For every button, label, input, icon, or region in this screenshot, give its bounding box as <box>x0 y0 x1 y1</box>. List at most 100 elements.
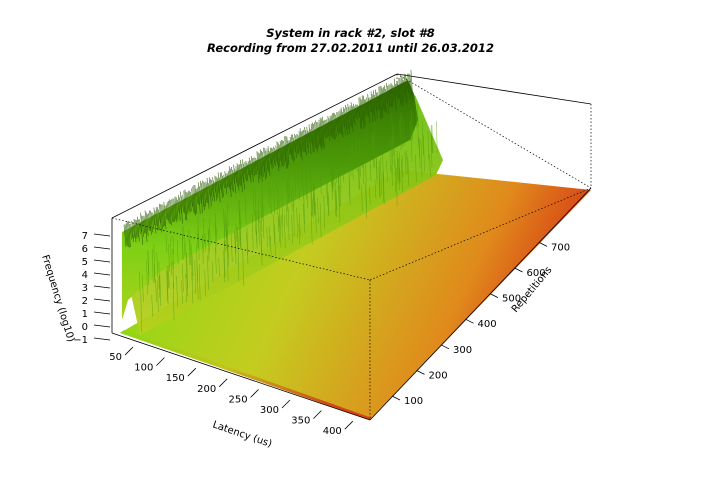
ridge-stroke <box>324 120 327 139</box>
slope-stroke <box>202 234 204 253</box>
ridge-stroke <box>216 177 220 194</box>
slope-stroke <box>273 189 275 215</box>
y-axis-tick-label: 300 <box>453 345 472 356</box>
slope-stroke <box>198 264 201 301</box>
slope-stroke <box>427 131 430 160</box>
ridge-stroke <box>146 214 150 231</box>
ridge-stroke <box>249 160 253 176</box>
ridge-stroke <box>379 86 383 119</box>
ridge-stroke <box>372 90 376 122</box>
ridge-stroke <box>151 212 155 228</box>
ridge-stroke <box>393 78 397 111</box>
slope-stroke <box>239 200 241 225</box>
x-axis-tick-label: 50 <box>109 352 122 363</box>
ridge-stroke <box>129 223 132 240</box>
ridge-stroke <box>244 161 248 182</box>
z-axis-tick <box>93 324 111 328</box>
ridge-stroke <box>358 97 362 129</box>
ridge-stroke <box>206 177 210 209</box>
slope-stroke <box>339 159 342 193</box>
ridge-stroke <box>272 148 275 164</box>
ridge-stroke <box>210 179 213 201</box>
slope-stroke <box>348 176 351 206</box>
slope-stroke <box>239 220 242 250</box>
slope-stroke <box>278 190 281 227</box>
slope-stroke <box>342 159 345 183</box>
slope-stroke <box>204 270 206 297</box>
ridge-stroke <box>276 141 280 172</box>
ridge-stroke <box>395 83 398 99</box>
slope-stroke <box>398 158 400 191</box>
slope-stroke <box>386 161 388 181</box>
ridge-stroke <box>247 160 251 178</box>
slope-stroke <box>251 214 254 250</box>
ridge-stroke <box>238 164 242 186</box>
slope-stroke <box>317 197 319 223</box>
x-axis-tick-label: 250 <box>229 394 248 405</box>
slope-stroke <box>355 135 358 172</box>
z-axis-tick-label: 2 <box>82 296 88 307</box>
slope-stroke <box>151 295 154 317</box>
slope-stroke <box>254 187 257 216</box>
ridge-stroke <box>123 224 127 247</box>
slope-stroke <box>362 140 364 168</box>
ridge-stroke <box>295 135 299 154</box>
ridge-stroke <box>381 88 385 111</box>
ridge-stroke <box>334 113 337 137</box>
ridge-stroke <box>350 102 354 133</box>
ridge-stroke <box>273 146 276 166</box>
slope-stroke <box>223 240 226 278</box>
slope-stroke <box>423 134 425 172</box>
slope-stroke <box>313 195 315 216</box>
slope-stroke <box>361 185 363 211</box>
z-axis-tick-label: 7 <box>82 231 88 242</box>
slope-stroke <box>401 112 403 148</box>
slope-stroke <box>261 179 263 202</box>
ridge-stroke <box>335 114 338 132</box>
ridge-stroke <box>270 147 274 168</box>
ridge-stroke <box>176 199 180 213</box>
slope-stroke <box>296 207 298 238</box>
x-axis-tick <box>187 367 197 377</box>
ridge-stroke <box>218 177 222 191</box>
ridge-stroke <box>329 115 333 138</box>
z-axis-tick-label: 4 <box>82 270 88 281</box>
slope-stroke <box>380 158 382 195</box>
ridge-stroke <box>279 141 283 167</box>
ridge-stroke <box>195 189 199 204</box>
ridge-stroke <box>204 182 208 203</box>
ridge-stroke <box>175 196 179 220</box>
slope-stroke <box>170 237 172 276</box>
slope-stroke <box>211 261 214 282</box>
ridge-stroke <box>285 135 289 169</box>
ridge-stroke <box>386 83 389 115</box>
slope-stroke <box>339 185 341 206</box>
ridge-stroke <box>232 169 235 185</box>
ridge-stroke <box>407 73 410 100</box>
ridge-stroke <box>126 221 130 248</box>
slope-stroke <box>189 239 192 265</box>
ridge-stroke <box>234 168 238 184</box>
slope-stroke <box>300 167 303 189</box>
ridge-stroke <box>213 180 217 193</box>
slope-stroke <box>225 223 227 249</box>
ridge-stroke <box>306 126 310 154</box>
slope-stroke <box>338 185 341 223</box>
ridge-stroke <box>316 121 320 148</box>
slope-stroke <box>244 197 247 224</box>
surface-mesh <box>120 69 591 420</box>
ridge-stroke <box>248 157 252 183</box>
ridge-stroke <box>190 191 193 207</box>
slope-stroke <box>293 201 295 237</box>
z-axis-tick <box>93 337 111 341</box>
slope-stroke <box>172 248 175 270</box>
slope-stroke <box>176 240 179 265</box>
slope-stroke <box>354 145 356 170</box>
x-axis-tick-label: 150 <box>166 373 185 384</box>
slope-stroke <box>401 158 403 193</box>
slope-stroke <box>364 161 367 183</box>
slope-stroke <box>335 182 337 211</box>
ridge-stroke <box>303 129 306 153</box>
ridge-stroke <box>323 120 326 139</box>
slope-stroke <box>204 232 207 252</box>
